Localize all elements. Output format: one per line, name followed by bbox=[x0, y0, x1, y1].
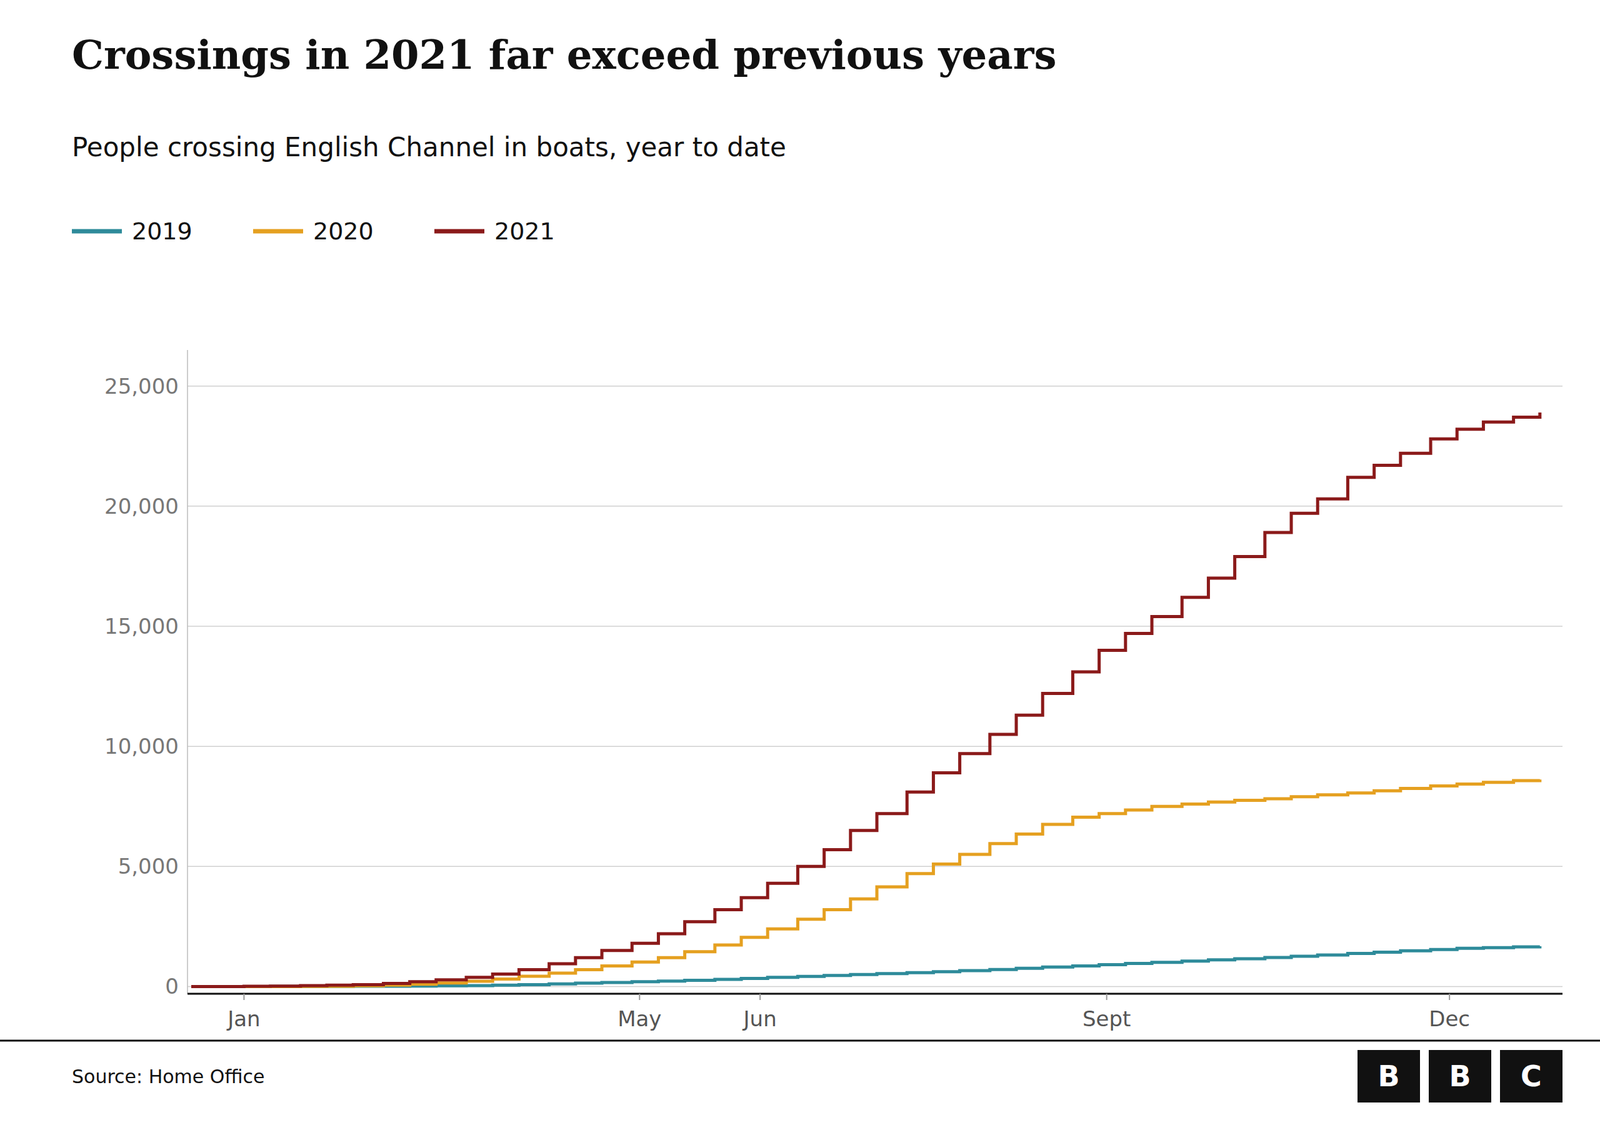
x-tick-label: Sept bbox=[1082, 1006, 1131, 1032]
chart: Crossings in 2021 far exceed previous ye… bbox=[0, 0, 1600, 1125]
legend-swatch bbox=[434, 229, 485, 234]
x-tick-label: Dec bbox=[1428, 1006, 1470, 1032]
legend-swatch bbox=[253, 229, 304, 234]
x-tick-label: May bbox=[617, 1006, 662, 1032]
y-tick-label: 10,000 bbox=[104, 733, 179, 759]
y-axis: 0 5,000 10,000 15,000 20,000 25,000 bbox=[104, 350, 1563, 999]
subtitle: People crossing English Channel in boats… bbox=[71, 131, 787, 163]
grid-line bbox=[187, 385, 1563, 387]
series-group bbox=[191, 412, 1540, 987]
x-axis: Jan May Jun Sept Dec bbox=[187, 993, 1563, 1032]
background bbox=[0, 0, 1600, 1125]
y-tick-label: 20,000 bbox=[104, 493, 179, 519]
series-line bbox=[191, 946, 1540, 987]
y-tick-label: 0 bbox=[165, 973, 179, 999]
x-axis-line bbox=[187, 993, 1563, 995]
legend: 2019 2020 2021 bbox=[71, 217, 555, 245]
y-tick-label: 25,000 bbox=[104, 373, 179, 399]
x-tick bbox=[243, 993, 245, 1000]
source: Source: Home Office bbox=[71, 1065, 265, 1088]
legend-label: 2020 bbox=[313, 217, 374, 245]
logo-letter: B bbox=[1448, 1059, 1471, 1094]
y-tick-label: 5,000 bbox=[118, 853, 179, 879]
x-tick bbox=[759, 993, 761, 1000]
legend-swatch bbox=[71, 229, 122, 234]
series-line bbox=[191, 412, 1540, 987]
x-tick bbox=[638, 993, 640, 1000]
legend-label: 2021 bbox=[494, 217, 555, 245]
footer-rule bbox=[0, 1040, 1600, 1042]
logo-letter: C bbox=[1520, 1059, 1542, 1094]
y-tick-label: 15,000 bbox=[104, 613, 179, 639]
logo-text: BBC bbox=[1377, 1059, 1542, 1094]
logo: BBC bbox=[1357, 1050, 1563, 1103]
x-tick bbox=[1106, 993, 1108, 1000]
x-tick bbox=[1448, 993, 1450, 1000]
x-tick-label: Jan bbox=[226, 1006, 260, 1032]
series-line bbox=[191, 779, 1540, 987]
logo-letter: B bbox=[1377, 1059, 1400, 1094]
y-axis-line bbox=[186, 350, 189, 994]
x-tick-label: Jun bbox=[742, 1006, 777, 1032]
logo-box bbox=[1357, 1050, 1420, 1103]
legend-label: 2019 bbox=[131, 217, 193, 245]
grid-line bbox=[187, 745, 1563, 747]
title: Crossings in 2021 far exceed previous ye… bbox=[71, 31, 1057, 79]
logo-box bbox=[1428, 1050, 1492, 1103]
logo-box bbox=[1500, 1050, 1563, 1103]
grid-line bbox=[187, 625, 1563, 627]
grid-line bbox=[187, 505, 1563, 507]
grid-line bbox=[187, 866, 1563, 868]
